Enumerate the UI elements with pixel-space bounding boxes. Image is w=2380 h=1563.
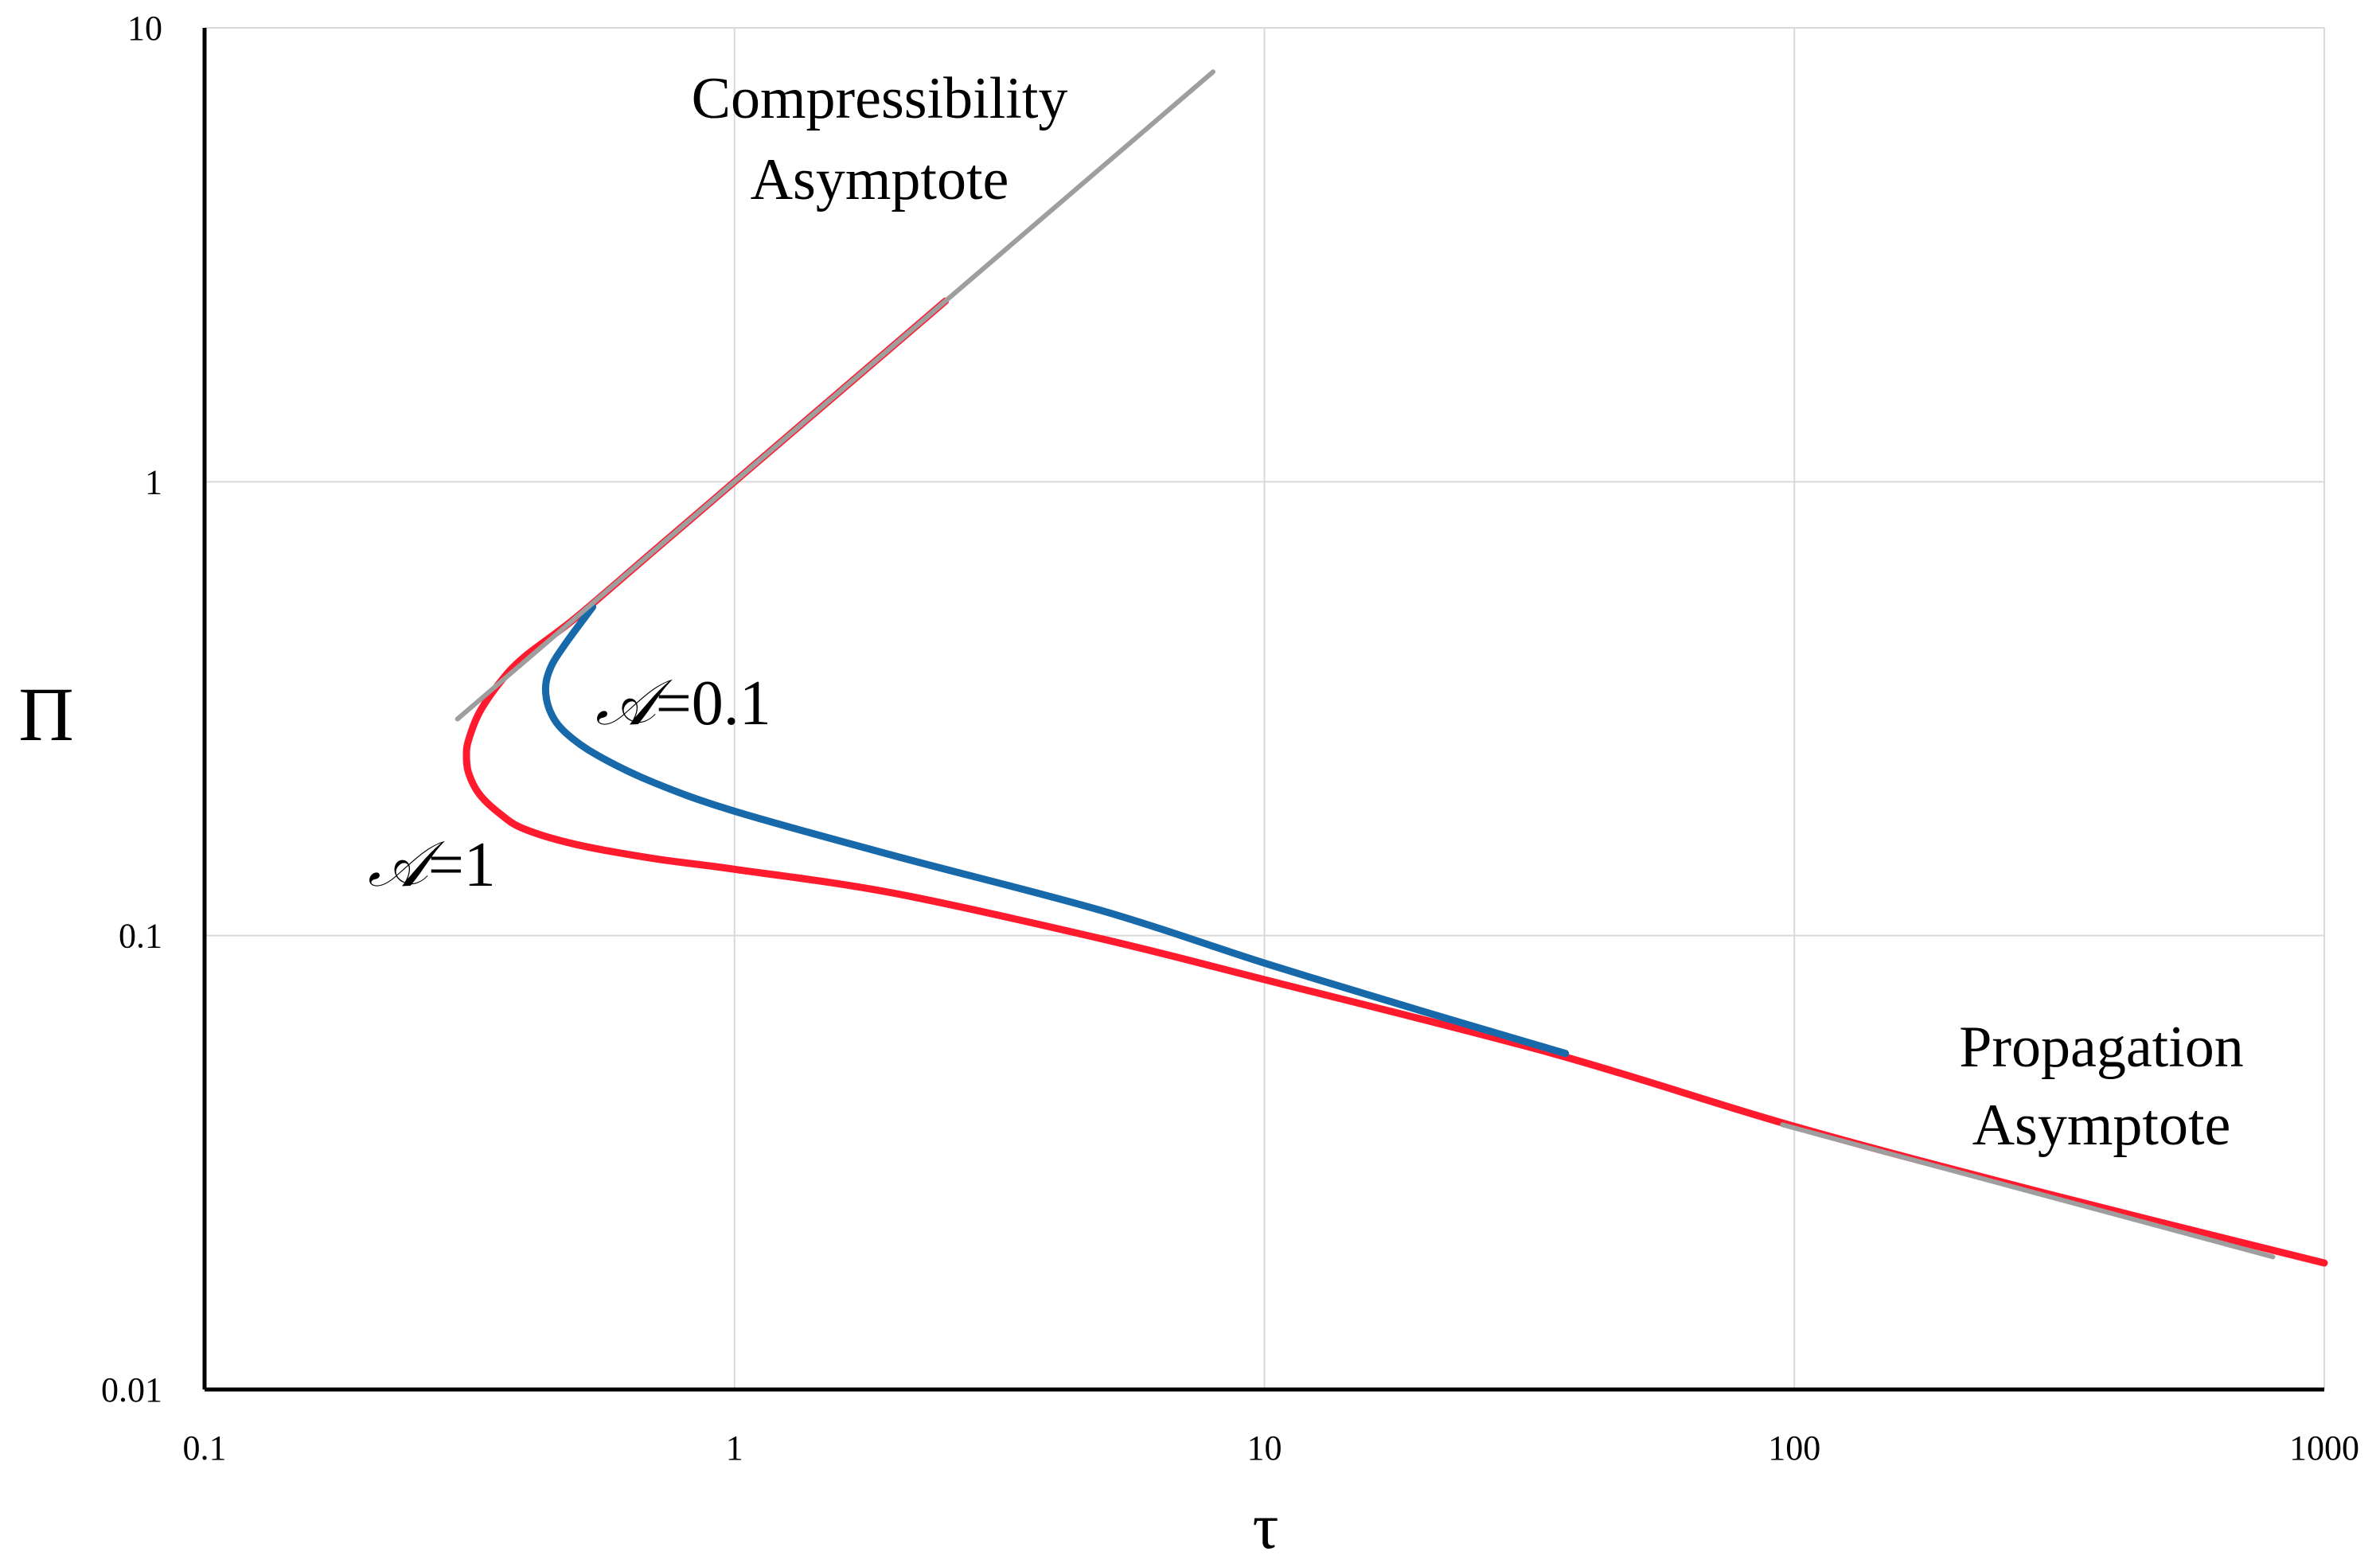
- curve-label-a01: 𝒜=0.1: [595, 665, 771, 739]
- compressibility-annotation-line-2: Asymptote: [751, 147, 1009, 212]
- curve-label-a01-value: =0.1: [656, 668, 771, 739]
- y-tick-label: 10: [127, 9, 162, 48]
- x-tick-label: 0.1: [183, 1429, 227, 1468]
- y-tick-label: 1: [145, 462, 162, 501]
- x-tick-label: 1: [726, 1429, 743, 1468]
- axes: [202, 28, 2324, 1392]
- series-lines: [455, 69, 2328, 1267]
- tick-labels: 0.1 1 10 100 1000 0.01 0.1 1 10: [101, 9, 2359, 1468]
- curve-label-a1-value: =1: [428, 830, 496, 900]
- series-line-propagation-asymptote: [1780, 1122, 2276, 1260]
- propagation-annotation-line-2: Asymptote: [1972, 1093, 2231, 1158]
- x-tick-label: 10: [1247, 1429, 1282, 1468]
- y-tick-label: 0.1: [119, 917, 162, 956]
- curve-label-a1: 𝒜=1: [368, 827, 496, 901]
- x-tick-label: 1000: [2289, 1429, 2359, 1468]
- x-tick-label: 100: [1768, 1429, 1820, 1468]
- propagation-annotation-line-1: Propagation: [1959, 1015, 2244, 1080]
- x-axis-label: τ: [1253, 1490, 1279, 1562]
- series-line-compressibility-asymptote: [455, 69, 1215, 722]
- y-axis-label: Π: [18, 672, 73, 757]
- grid-lines: [205, 27, 2325, 1390]
- compressibility-annotation-line-1: Compressibility: [692, 66, 1068, 131]
- series-line-a-0-1: [541, 603, 1570, 1058]
- y-tick-label: 0.01: [101, 1370, 162, 1409]
